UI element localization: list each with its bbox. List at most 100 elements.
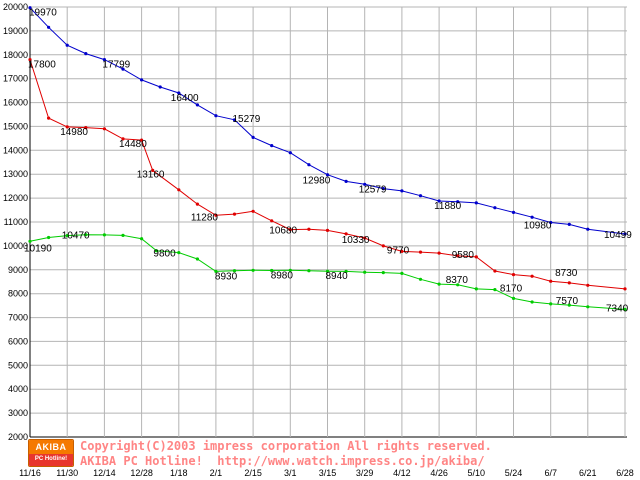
series-blue-marker [232, 118, 237, 122]
data-label: 15279 [233, 114, 261, 125]
series-red-marker [270, 219, 274, 223]
x-axis-label: 3/1 [284, 468, 297, 478]
series-red-marker [511, 273, 516, 277]
y-axis-label: 19000 [3, 26, 28, 36]
series-blue-marker [28, 6, 32, 10]
data-label: 17799 [102, 60, 130, 71]
series-red-marker [400, 249, 404, 253]
series-green-marker [363, 270, 367, 274]
logo-pc-hotline-text: PC Hotline! [29, 454, 73, 466]
series-red-marker [232, 212, 237, 216]
series-red-marker [437, 251, 441, 255]
data-label: 14980 [60, 127, 88, 138]
series-blue-marker [325, 173, 330, 177]
series-blue-marker [418, 194, 423, 198]
series-green-marker [154, 249, 158, 253]
series-red-marker [140, 138, 144, 142]
y-axis-label: 6000 [8, 336, 28, 346]
series-green-marker [214, 269, 218, 273]
data-label: 17800 [28, 60, 56, 71]
y-axis-label: 15000 [3, 121, 28, 131]
y-axis-label: 8000 [8, 289, 28, 299]
data-label: 12579 [359, 184, 387, 195]
x-axis-label: 6/21 [579, 468, 597, 478]
y-axis-label: 16000 [3, 98, 28, 108]
y-axis-label: 11000 [4, 217, 28, 227]
x-axis-label: 5/10 [468, 468, 486, 478]
data-label: 10680 [269, 226, 297, 237]
series-green-marker [177, 251, 181, 255]
series-green-marker [47, 235, 51, 240]
series-blue-line [29, 7, 626, 235]
series-red-marker [325, 228, 330, 232]
data-label: 8170 [500, 284, 523, 295]
series-red-marker [493, 269, 497, 273]
series-red-marker [363, 236, 367, 240]
series-blue-marker [47, 25, 51, 29]
copyright-text: Copyright(C)2003 impress corporation All… [80, 439, 492, 453]
series-blue-marker [567, 222, 571, 226]
series-green-marker [140, 237, 144, 241]
y-axis-labels: 2000 3000 4000 5000 6000 7000 8000 9000 10000 110… [3, 2, 28, 442]
series-green-marker [84, 233, 88, 237]
series-green-marker [623, 307, 627, 311]
series-green-marker [307, 269, 311, 273]
data-label: 10980 [524, 221, 552, 232]
data-label: 7570 [556, 296, 579, 307]
data-label: 11280 [191, 212, 219, 223]
series-blue-marker [102, 58, 106, 62]
data-label: 10190 [24, 243, 52, 254]
y-axis-label: 20000 [3, 2, 28, 12]
series-red-marker [151, 168, 155, 172]
series-green-marker [121, 233, 125, 237]
series-green-marker [418, 277, 423, 281]
series-blue-marker [270, 144, 274, 148]
data-label: 9770 [387, 245, 410, 256]
series-blue-marker [140, 78, 144, 82]
series-green-marker [270, 268, 274, 273]
x-axis-label: 4/12 [393, 468, 411, 478]
y-axis-label: 14000 [3, 145, 28, 155]
x-axis-label: 6/7 [544, 468, 557, 478]
series-blue-marker [344, 179, 348, 183]
series-blue-marker [84, 52, 88, 56]
series-red-marker [586, 283, 590, 287]
series-blue-marker [623, 232, 627, 236]
gridlines [29, 6, 627, 438]
series-blue-marker [288, 151, 292, 155]
x-axis-label: 11/30 [56, 468, 78, 478]
series-green-marker [251, 268, 255, 272]
series-red-marker [344, 232, 348, 236]
series-blue-marker [195, 103, 199, 107]
x-axis-label: 6/28 [616, 468, 634, 478]
data-label: 10470 [62, 231, 90, 242]
y-axis-label: 13000 [3, 169, 28, 179]
series-green-marker [493, 288, 497, 292]
series-green-marker [288, 268, 292, 272]
x-axis-label: 3/15 [319, 468, 337, 478]
series-blue-marker [493, 206, 497, 210]
data-label: 12980 [303, 176, 331, 187]
series-red-marker [567, 281, 571, 285]
y-axis-label: 2000 [8, 432, 28, 442]
footer-text: Copyright(C)2003 impress corporation All… [80, 439, 492, 469]
data-label: 10499 [604, 230, 632, 241]
series-green-marker [474, 287, 478, 291]
y-axis-label: 5000 [8, 360, 28, 370]
x-axis-label: 11/16 [19, 468, 41, 478]
y-axis-label: 4000 [8, 384, 28, 394]
data-label: 8980 [271, 270, 294, 281]
data-label: 7340 [606, 303, 629, 314]
series-red-marker [623, 287, 627, 291]
series-blue [28, 6, 627, 236]
series-red-marker [307, 227, 311, 231]
series-red-marker [102, 127, 106, 131]
series-red-marker [177, 188, 181, 192]
series-blue-marker [511, 210, 516, 214]
series-green-marker [456, 283, 460, 287]
series-blue-marker [363, 182, 367, 186]
footer: AKIBA PC Hotline! Copyright(C)2003 impre… [28, 439, 492, 469]
series-blue-marker [158, 85, 162, 89]
data-label: 14480 [119, 139, 147, 150]
